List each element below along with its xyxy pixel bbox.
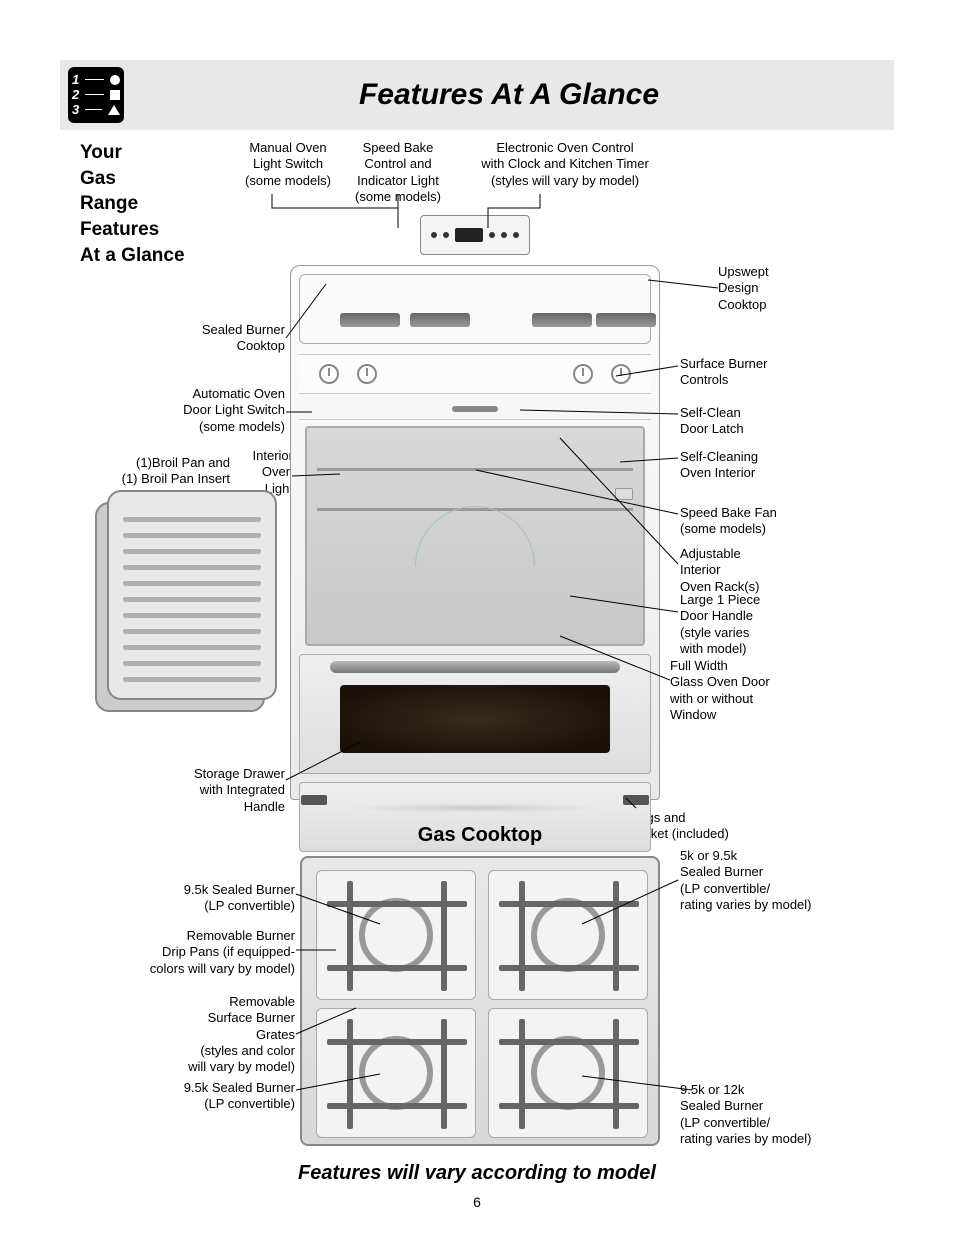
label-speed-fan: Speed Bake Fan(some models): [680, 505, 810, 538]
label-5k-burner: 5k or 9.5kSealed Burner(LP convertible/r…: [680, 848, 860, 913]
oven-light-icon: [615, 488, 633, 500]
section-subtitle: YourGasRangeFeaturesAt a Glance: [80, 140, 185, 268]
label-door-latch: Self-CleanDoor Latch: [680, 405, 800, 438]
door-handle: [330, 661, 620, 673]
label-grates: RemovableSurface BurnerGrates(styles and…: [140, 994, 295, 1075]
label-sealed-cooktop: Sealed BurnerCooktop: [175, 322, 285, 355]
header-band: 1 2 3 Features At A Glance: [60, 60, 894, 130]
label-95k-burner-2: 9.5k Sealed Burner(LP convertible): [135, 1080, 295, 1113]
label-storage-drawer: Storage Drawerwith IntegratedHandle: [165, 766, 285, 815]
latch-row: [299, 398, 651, 420]
burner-cell: [316, 870, 476, 1000]
range-cooktop: [299, 274, 651, 344]
knob-icon: [319, 364, 339, 384]
oven-interior: [305, 426, 645, 646]
burner-cell: [488, 870, 648, 1000]
label-95k-burner-1: 9.5k Sealed Burner(LP convertible): [135, 882, 295, 915]
label-auto-light: Automatic OvenDoor Light Switch(some mod…: [145, 386, 285, 435]
manual-page: 1 2 3 Features At A Glance YourGasRangeF…: [0, 0, 954, 1235]
section2-title: Gas Cooktop: [300, 824, 660, 847]
page-number: 6: [0, 1194, 954, 1210]
label-handle: Large 1 PieceDoor Handle(style varieswit…: [680, 592, 800, 657]
leg-right: [623, 795, 649, 805]
burner-cell: [488, 1008, 648, 1138]
label-12k-burner: 9.5k or 12kSealed Burner(LP convertible/…: [680, 1082, 860, 1147]
page-title: Features At A Glance: [124, 78, 894, 112]
control-panel: [420, 215, 530, 255]
fan-icon: [415, 506, 535, 566]
range-illustration: [290, 195, 660, 800]
leg-left: [301, 795, 327, 805]
knob-row: [299, 354, 651, 394]
broil-pan-illustration: [95, 490, 275, 720]
label-upswept: UpsweptDesignCooktop: [718, 264, 808, 313]
label-burner-controls: Surface BurnerControls: [680, 356, 800, 389]
door-window: [340, 685, 610, 753]
label-glass-door: Full WidthGlass Oven Doorwith or without…: [670, 658, 810, 723]
label-self-clean: Self-CleaningOven Interior: [680, 449, 800, 482]
knob-icon: [611, 364, 631, 384]
range-body: [290, 265, 660, 800]
label-drip-pans: Removable BurnerDrip Pans (if equipped-c…: [115, 928, 295, 977]
knob-icon: [357, 364, 377, 384]
burner-cell: [316, 1008, 476, 1138]
knob-icon: [573, 364, 593, 384]
steps-icon: 1 2 3: [68, 67, 124, 123]
cooktop-illustration: [300, 856, 660, 1146]
label-racks: AdjustableInteriorOven Rack(s): [680, 546, 800, 595]
label-elec-control: Electronic Oven Controlwith Clock and Ki…: [455, 140, 675, 189]
label-broil-pan: (1)Broil Pan and(1) Broil Pan Insert: [90, 455, 230, 488]
footer-note: Features will vary according to model: [0, 1162, 954, 1185]
oven-door: [299, 654, 651, 774]
